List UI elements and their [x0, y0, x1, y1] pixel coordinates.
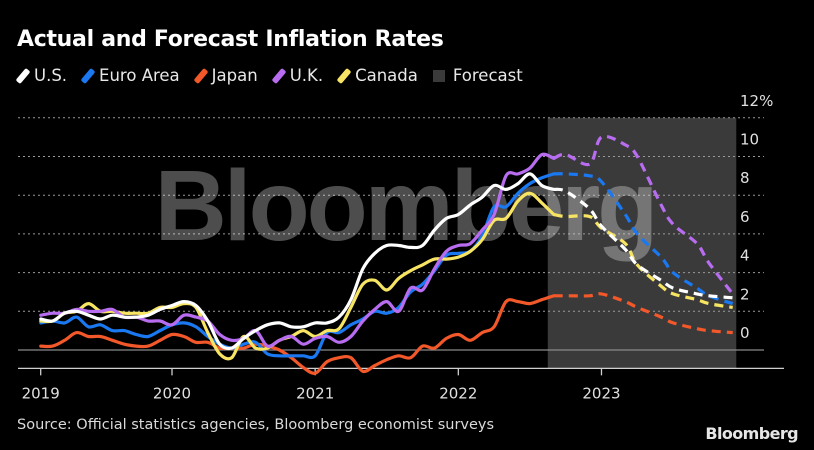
legend-label-us: U.S. [34, 66, 68, 85]
y-tick-label: 4 [740, 247, 750, 265]
series-line-u-s-forecast [553, 187, 733, 300]
series-line-euro-area-forecast [553, 172, 734, 306]
legend-item-forecast: Forecast [432, 66, 523, 85]
y-tick-labels-layer: 0 2 4 6 8 10 12% [740, 92, 773, 342]
legend-item-canada: Canada [336, 66, 418, 85]
legend-item-japan: Japan [193, 66, 258, 85]
series-line-canada-forecast [553, 212, 733, 309]
y-tick-label: 6 [740, 208, 750, 226]
gridlines-layer [18, 117, 764, 351]
legend-label-euro-area: Euro Area [99, 66, 180, 85]
legend-label-forecast: Forecast [452, 66, 523, 85]
legend-swatch-forecast [432, 69, 445, 82]
legend-label-uk: U.K. [289, 66, 324, 85]
x-axis-layer [18, 367, 784, 376]
x-tick-labels-layer: 2019 2020 2021 2022 2023 [22, 384, 621, 402]
x-tick-label: 2021 [296, 384, 334, 402]
x-tick-label: 2019 [22, 384, 60, 402]
x-tick-label: 2022 [439, 384, 477, 402]
legend-label-japan: Japan [211, 66, 258, 85]
chart-title: Actual and Forecast Inflation Rates [17, 27, 444, 52]
series-line-u-s-actual [39, 172, 556, 351]
series-line-japan-actual [39, 294, 556, 375]
x-tick-label: 2023 [582, 384, 620, 402]
bloomberg-logo: Bloomberg [705, 424, 798, 443]
legend-item-us: U.S. [15, 66, 68, 85]
y-tick-label: 8 [740, 169, 750, 187]
y-tick-label: 2 [740, 285, 750, 303]
legend-item-uk: U.K. [271, 66, 324, 85]
series-layer [39, 134, 734, 375]
series-line-u-k-forecast [553, 134, 734, 295]
source-note: Source: Official statistics agencies, Bl… [17, 417, 495, 433]
legend-item-euro-area: Euro Area [80, 66, 180, 85]
legend: U.S. Euro Area Japan U.K. Canada Forecas… [15, 66, 538, 85]
series-line-japan-forecast [553, 292, 733, 335]
y-tick-label: 10 [740, 131, 759, 149]
watermark: Bloomberg [155, 150, 656, 262]
y-tick-label: 12% [740, 92, 773, 110]
x-tick-label: 2020 [153, 384, 191, 402]
forecast-region-layer [547, 117, 737, 369]
forecast-region [547, 117, 737, 369]
y-tick-label: 0 [740, 324, 750, 342]
legend-label-canada: Canada [355, 66, 418, 85]
series-line-canada-actual [39, 191, 556, 361]
